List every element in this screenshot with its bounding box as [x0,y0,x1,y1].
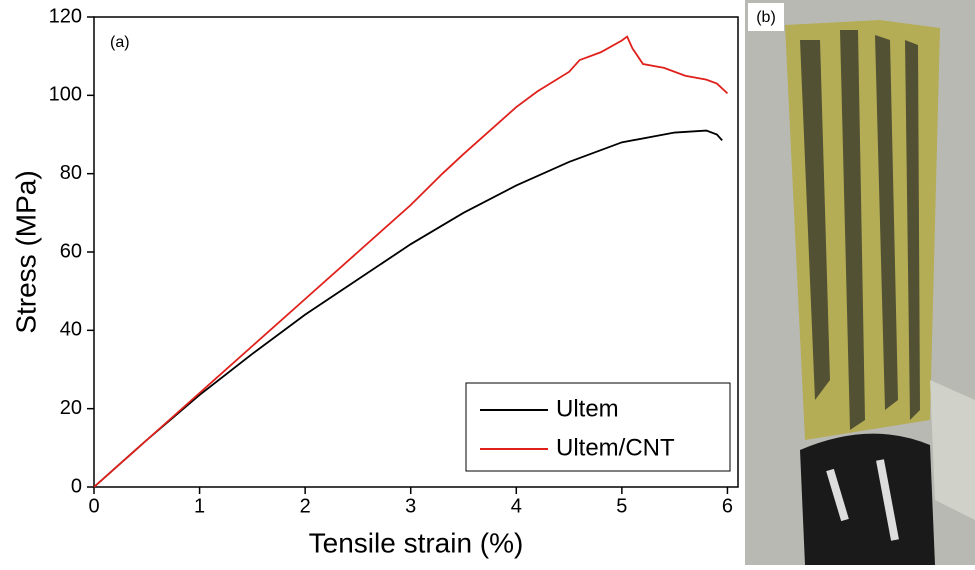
y-tick-label: 60 [60,240,82,262]
legend [465,382,731,472]
y-tick-label: 0 [71,475,82,497]
x-tick-label: 1 [194,495,205,517]
x-tick-label: 4 [511,495,522,517]
data-line [93,129,723,488]
data-line [93,35,729,488]
y-tick-label: 20 [60,397,82,419]
x-tick-label: 0 [88,495,99,517]
y-axis-label: Stress (MPa) [10,170,41,333]
y-tick-label: 100 [49,84,82,106]
y-tick-label: 120 [49,5,82,27]
x-tick-label: 5 [616,495,627,517]
x-tick-label: 3 [405,495,416,517]
y-tick-label: 40 [60,319,82,341]
x-axis-label: Tensile strain (%) [309,527,524,558]
annotation: (a) [110,34,130,51]
x-tick-label: 2 [300,495,311,517]
legend-label: Ultem/CNT [556,434,675,461]
photo: (b) [745,0,975,565]
y-tick-label: 80 [60,162,82,184]
annotation: (b) [756,9,776,26]
x-tick-label: 6 [722,495,733,517]
legend-label: Ultem [556,395,619,422]
